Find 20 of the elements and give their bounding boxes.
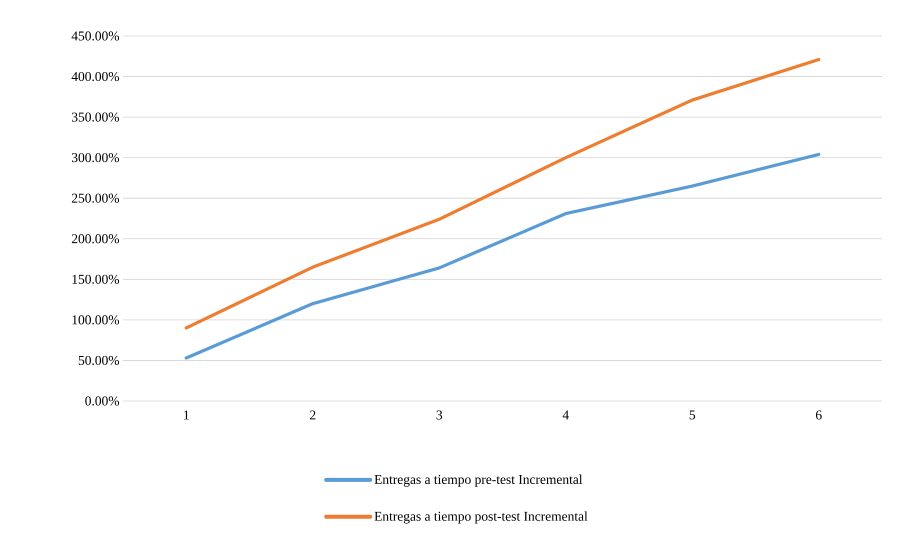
x-tick-label: 3 bbox=[436, 410, 442, 420]
line-series bbox=[184, 152, 820, 360]
x-tick-label: 1 bbox=[184, 410, 189, 420]
x-tick-label: 6 bbox=[816, 410, 822, 420]
legend-label: Entregas a tiempo pre-test Incremental bbox=[374, 474, 582, 487]
legend-label: Entregas a tiempo post-test Incremental bbox=[374, 511, 588, 524]
x-tick-label: 5 bbox=[690, 410, 696, 420]
y-tick-label: 450.00% bbox=[72, 31, 120, 41]
y-tick-label: 200.00% bbox=[72, 234, 120, 244]
x-tick-label: 4 bbox=[562, 410, 569, 420]
y-tick-label: 400.00% bbox=[72, 72, 120, 82]
y-tick-label: 0.00% bbox=[85, 396, 120, 406]
x-tick-label: 2 bbox=[310, 410, 316, 420]
y-tick-label: 150.00% bbox=[72, 274, 120, 284]
y-tick-label: 50.00% bbox=[78, 356, 120, 365]
y-tick-label: 350.00% bbox=[72, 112, 120, 122]
y-tick-label: 250.00% bbox=[72, 194, 120, 203]
y-tick-label: 100.00% bbox=[72, 315, 120, 324]
line-series bbox=[184, 58, 820, 330]
y-tick-label: 300.00% bbox=[72, 153, 120, 162]
